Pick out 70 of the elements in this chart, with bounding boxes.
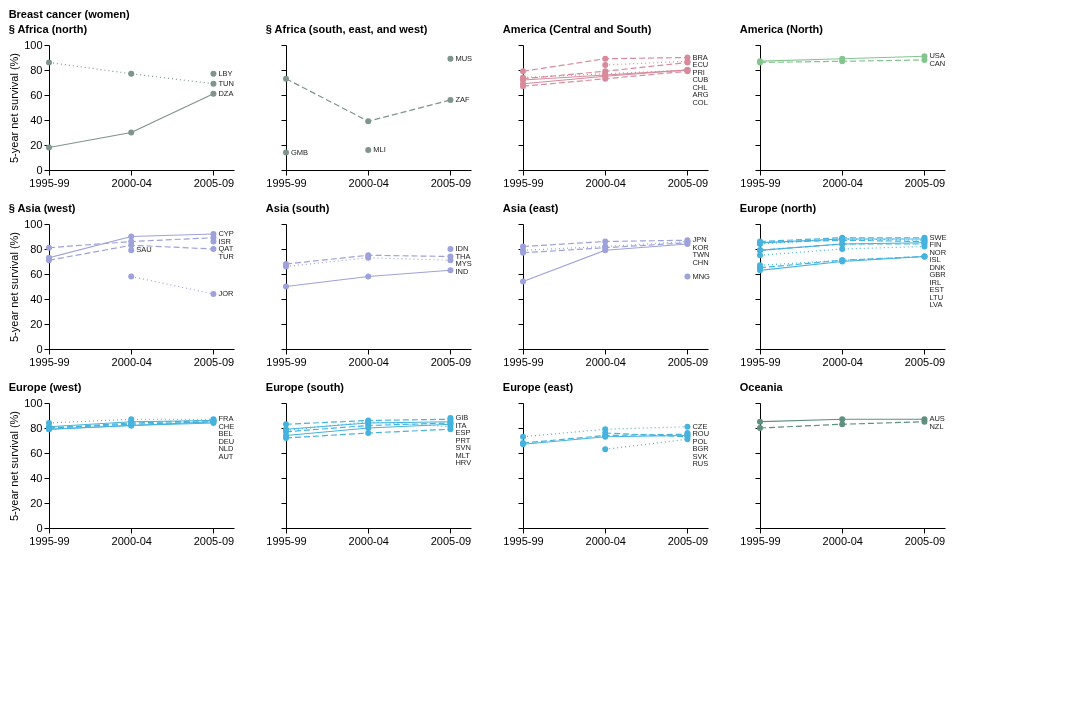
- x-tick-label: 2000-04: [348, 534, 389, 547]
- chart-title: Europe (south): [265, 380, 345, 393]
- chart-title: Oceania: [739, 380, 784, 393]
- y-tick-label: 80: [30, 421, 43, 434]
- x-tick-label: 1995-99: [266, 355, 307, 368]
- chart-title: Asia (east): [502, 201, 559, 214]
- chart-title: Europe (east): [502, 380, 574, 393]
- y-tick-label: 0: [36, 163, 43, 176]
- y-tick-label: 40: [30, 292, 43, 305]
- x-tick-label: 2005-09: [430, 355, 472, 368]
- y-tick-label: 0: [36, 342, 43, 355]
- x-tick-label: 1995-99: [740, 355, 781, 368]
- x-tick-label: 1995-99: [503, 355, 544, 368]
- x-tick-label: 2005-09: [667, 534, 709, 547]
- x-tick-label: 2005-09: [430, 534, 472, 547]
- x-tick-label: 1995-99: [29, 355, 70, 368]
- y-tick-label: 100: [24, 396, 43, 409]
- x-tick-label: 1995-99: [29, 534, 70, 547]
- x-tick-label: 2005-09: [904, 534, 946, 547]
- x-tick-label: 2000-04: [822, 534, 863, 547]
- x-tick-label: 1995-99: [266, 534, 307, 547]
- x-tick-label: 2000-04: [111, 176, 152, 189]
- chart-title: Asia (south): [265, 201, 330, 214]
- chart-title: § Africa (north): [8, 23, 88, 35]
- chart-title: America (Central and South): [502, 22, 652, 35]
- y-tick-label: 60: [30, 267, 43, 280]
- x-tick-label: 1995-99: [29, 176, 70, 189]
- y-tick-label: 20: [30, 138, 43, 151]
- chart-title: § Africa (south, east, and west): [265, 22, 428, 35]
- x-tick-label: 2005-09: [193, 355, 235, 368]
- x-tick-label: 2000-04: [585, 355, 626, 368]
- y-axis-title: 5-year net survival (%): [8, 410, 21, 522]
- x-tick-label: 2000-04: [585, 534, 626, 547]
- x-tick-label: 2000-04: [348, 355, 389, 368]
- x-tick-label: 2000-04: [822, 176, 863, 189]
- chart-title: America (North): [739, 22, 824, 35]
- x-tick-label: 1995-99: [503, 176, 544, 189]
- y-axis-title: 5-year net survival (%): [8, 52, 21, 164]
- y-axis-title: 5-year net survival (%): [8, 231, 21, 343]
- y-tick-label: 100: [24, 217, 43, 230]
- y-tick-label: 40: [30, 113, 43, 126]
- x-tick-label: 2005-09: [667, 355, 709, 368]
- x-tick-label: 2005-09: [193, 176, 235, 189]
- y-tick-label: 80: [30, 63, 43, 76]
- chart-title: Europe (west): [8, 381, 82, 393]
- y-tick-label: 20: [30, 317, 43, 330]
- x-tick-label: 1995-99: [266, 176, 307, 189]
- y-tick-label: 80: [30, 242, 43, 255]
- x-tick-label: 2000-04: [111, 534, 152, 547]
- x-tick-label: 2000-04: [348, 176, 389, 189]
- x-tick-label: 2000-04: [822, 355, 863, 368]
- x-tick-label: 2000-04: [585, 176, 626, 189]
- y-tick-label: 20: [30, 496, 43, 509]
- x-tick-label: 1995-99: [503, 534, 544, 547]
- chart-title: Europe (north): [739, 201, 817, 214]
- y-tick-label: 60: [30, 88, 43, 101]
- x-tick-label: 2005-09: [193, 534, 235, 547]
- chart-title: § Asia (west): [8, 202, 76, 214]
- x-tick-label: 2005-09: [667, 176, 709, 189]
- x-tick-label: 2005-09: [904, 176, 946, 189]
- y-tick-label: 100: [24, 38, 43, 51]
- x-tick-label: 1995-99: [740, 176, 781, 189]
- y-tick-label: 60: [30, 446, 43, 459]
- x-tick-label: 2005-09: [904, 355, 946, 368]
- x-tick-label: 1995-99: [740, 534, 781, 547]
- x-tick-label: 2005-09: [430, 176, 472, 189]
- x-tick-label: 2000-04: [111, 355, 152, 368]
- y-tick-label: 40: [30, 471, 43, 484]
- y-tick-label: 0: [36, 521, 43, 534]
- text: Breast cancer (women): [8, 7, 131, 20]
